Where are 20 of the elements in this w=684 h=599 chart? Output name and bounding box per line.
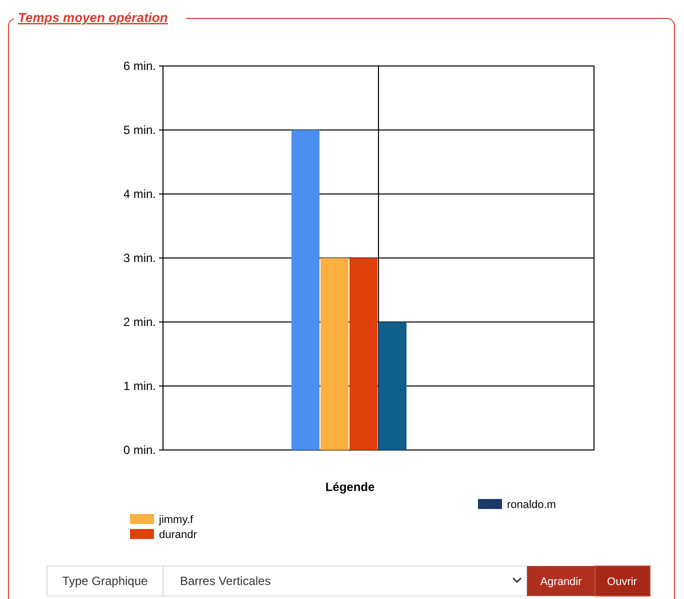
y-tick-label: 1 min. bbox=[123, 379, 156, 394]
bar bbox=[292, 130, 320, 450]
y-tick-label: 6 min. bbox=[123, 59, 156, 74]
y-tick-label: 5 min. bbox=[123, 123, 156, 138]
y-tick-label: 2 min. bbox=[123, 315, 156, 330]
legend-title: Légende bbox=[325, 480, 375, 494]
bar bbox=[320, 258, 348, 450]
legend-label: jimmy.f bbox=[158, 514, 194, 526]
bar bbox=[378, 322, 406, 450]
y-tick-label: 3 min. bbox=[123, 251, 156, 266]
y-tick-label: 0 min. bbox=[123, 443, 156, 458]
text: Barres Verticales bbox=[180, 574, 271, 588]
bar bbox=[350, 258, 378, 450]
text: Agrandir bbox=[540, 576, 582, 588]
y-tick-label: 4 min. bbox=[123, 187, 156, 202]
legend-label: durandr bbox=[159, 529, 198, 541]
legend-label: ronaldo.m bbox=[507, 499, 556, 511]
text: Type Graphique bbox=[62, 574, 148, 588]
text: Ouvrir bbox=[607, 576, 638, 588]
chart-title: Temps moyen opération bbox=[18, 10, 168, 25]
